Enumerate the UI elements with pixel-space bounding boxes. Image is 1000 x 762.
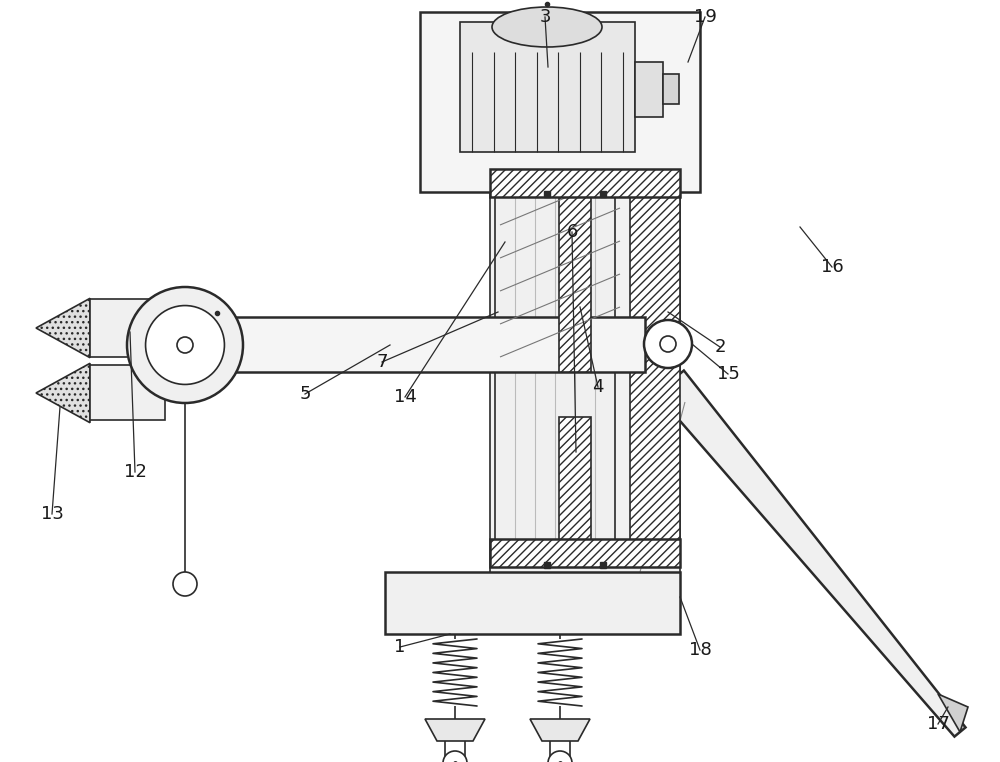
Bar (490, 142, 680, 632)
Bar (559, 197, 591, 372)
Bar (490, 539, 680, 567)
Bar (663, 74, 679, 104)
Text: 18: 18 (689, 641, 711, 659)
Ellipse shape (492, 7, 602, 47)
Bar (385, 572, 680, 634)
Bar (420, 12, 700, 192)
Bar (490, 169, 680, 197)
Text: 19: 19 (694, 8, 716, 26)
Text: 2: 2 (714, 338, 726, 356)
Polygon shape (530, 719, 590, 741)
Text: 7: 7 (376, 353, 388, 371)
Bar (495, 197, 615, 562)
Text: 6: 6 (566, 223, 578, 241)
Polygon shape (425, 719, 485, 741)
Text: 4: 4 (592, 378, 604, 396)
Polygon shape (36, 298, 90, 357)
Circle shape (443, 751, 467, 762)
Circle shape (660, 336, 676, 352)
Bar (559, 417, 591, 547)
Text: 3: 3 (539, 8, 551, 26)
Text: 16: 16 (821, 258, 843, 276)
Text: 12: 12 (124, 463, 146, 481)
Text: 1: 1 (394, 638, 406, 656)
Bar (630, 172, 680, 562)
Polygon shape (938, 694, 968, 732)
Bar (165, 317, 645, 372)
Polygon shape (656, 370, 966, 737)
Circle shape (146, 306, 224, 385)
Bar (90, 365, 165, 420)
Bar (635, 62, 663, 117)
Circle shape (644, 320, 692, 368)
Text: 5: 5 (299, 385, 311, 403)
Text: 15: 15 (717, 365, 739, 383)
Text: 17: 17 (927, 715, 949, 733)
Text: 13: 13 (41, 505, 63, 523)
Text: 14: 14 (394, 388, 416, 406)
Circle shape (548, 751, 572, 762)
Polygon shape (36, 363, 90, 423)
Circle shape (127, 287, 243, 403)
Circle shape (173, 572, 197, 596)
Circle shape (177, 337, 193, 353)
Bar (90, 299, 165, 357)
Bar (460, 22, 635, 152)
